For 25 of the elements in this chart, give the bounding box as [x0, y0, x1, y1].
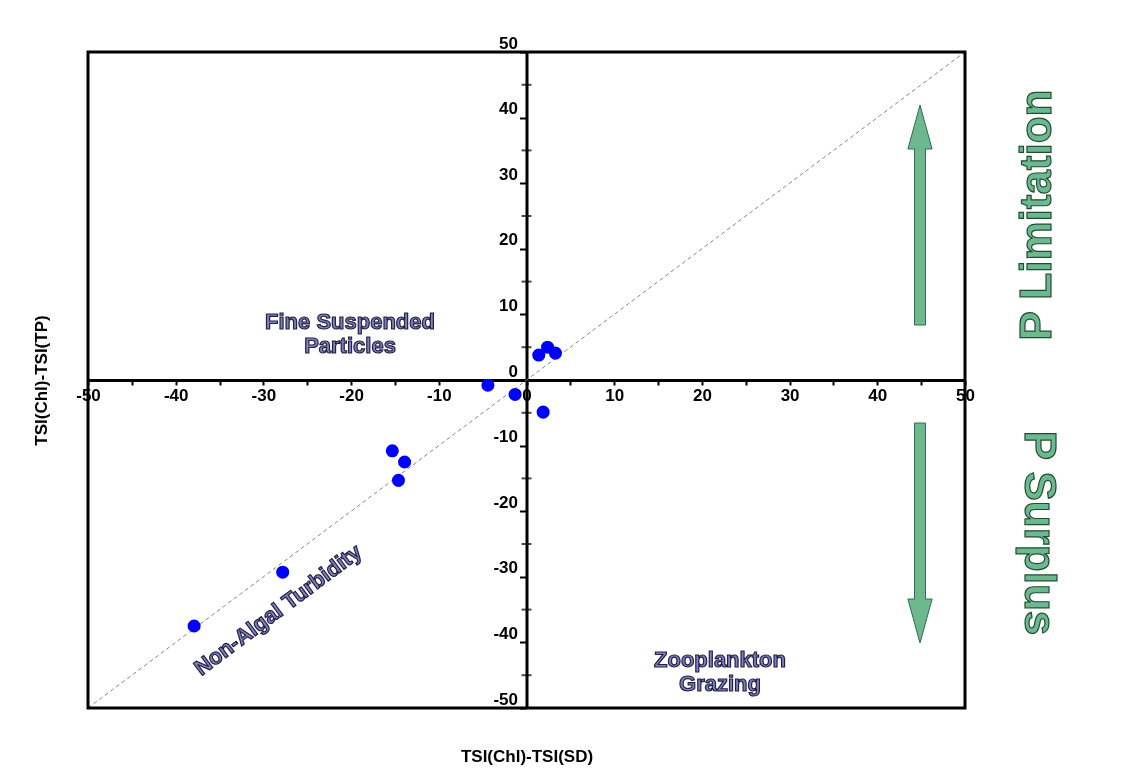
y-tick-label: -20 [493, 492, 518, 512]
y-tick-label: 10 [499, 295, 518, 315]
y-tick-label: -40 [493, 623, 518, 643]
y-tick-label: -10 [493, 427, 518, 447]
text: P Limitation [1011, 89, 1060, 341]
y-tick-label: 50 [499, 33, 518, 53]
y-tick-label: -30 [493, 558, 518, 578]
x-tick-label: -20 [339, 385, 364, 405]
x-tick-label: 20 [692, 385, 712, 405]
y-tick-label: 20 [499, 230, 518, 250]
y-axis-title: TSI(Chl)-TSI(TP) [31, 315, 51, 446]
x-axis-title: TSI(Chl)-TSI(SD) [460, 746, 594, 766]
x-tick-label: 40 [868, 385, 888, 405]
y-tick-label: 0 [508, 361, 518, 381]
y-tick-label: 30 [499, 164, 518, 184]
x-tick-label: -10 [427, 385, 452, 405]
x-tick-label: 10 [605, 385, 625, 405]
annotation: Zooplankton Grazing [654, 647, 786, 696]
y-tick-label: -50 [493, 689, 518, 709]
x-tick-label: 30 [780, 385, 800, 405]
annotation: Fine Suspended Particles [265, 309, 435, 358]
x-tick-label: -40 [163, 385, 189, 405]
y-tick-label: 40 [499, 99, 518, 119]
text: P Surplus [1016, 430, 1065, 636]
x-tick-label: -30 [251, 385, 277, 405]
